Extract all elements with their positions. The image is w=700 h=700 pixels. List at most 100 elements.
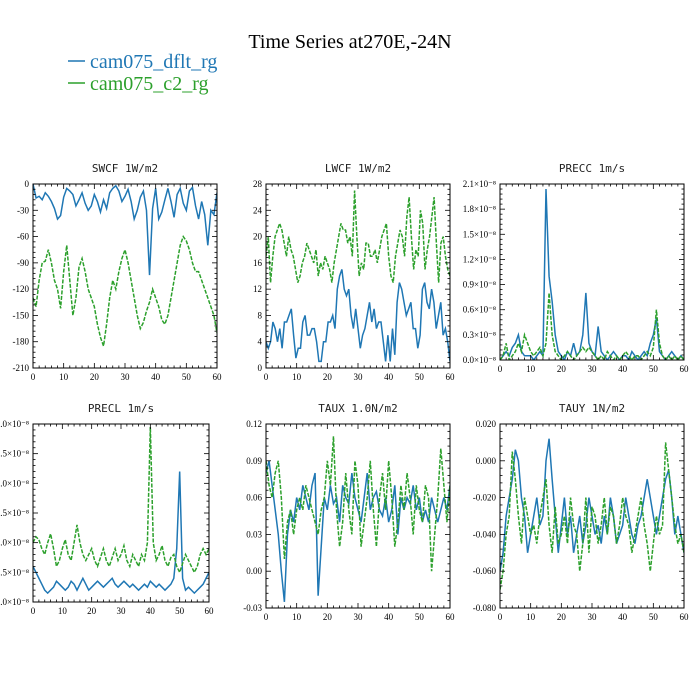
y-tick-label: 0.5×10⁻⁸	[0, 567, 29, 577]
y-tick-label: 1.8×10⁻⁸	[463, 204, 496, 214]
panel-title: PRECL 1m/s	[88, 402, 154, 415]
x-tick-label: 30	[354, 372, 364, 382]
x-tick-label: 60	[213, 372, 223, 382]
series-line-0	[33, 184, 217, 276]
y-tick-label: 0.9×10⁻⁸	[463, 280, 496, 290]
y-tick-label: -210	[13, 363, 30, 373]
x-tick-label: 30	[588, 612, 598, 622]
x-tick-label: 60	[446, 612, 456, 622]
x-tick-label: 20	[323, 372, 333, 382]
panel-title: TAUY 1N/m2	[559, 402, 625, 415]
x-tick-label: 0	[264, 612, 269, 622]
series-line-1	[33, 426, 209, 575]
x-tick-label: 60	[680, 364, 690, 374]
series-line-1	[500, 442, 684, 590]
x-tick-label: 50	[415, 372, 425, 382]
series-line-1	[266, 436, 450, 572]
x-tick-label: 20	[87, 606, 97, 616]
x-tick-label: 10	[59, 372, 69, 382]
y-tick-label: 0.0×10⁻⁸	[463, 355, 496, 365]
x-tick-label: 0	[31, 372, 36, 382]
series-line-0	[33, 471, 209, 595]
y-tick-label: -0.020	[473, 493, 497, 503]
y-tick-label: -0.060	[473, 566, 497, 576]
x-tick-label: 10	[58, 606, 68, 616]
figure-title: Time Series at270E,-24N	[248, 31, 451, 53]
y-tick-label: 2.0×10⁻⁸	[0, 478, 29, 488]
legend-label-1: cam075_c2_rg	[90, 73, 209, 95]
series-line-1	[266, 190, 450, 283]
panel-title: TAUX 1.0N/m2	[318, 402, 397, 415]
y-tick-label: 0.06	[246, 493, 262, 503]
y-tick-label: 1.5×10⁻⁸	[0, 508, 29, 518]
y-tick-label: -0.080	[473, 603, 497, 613]
x-tick-label: 10	[526, 612, 536, 622]
series-line-0	[500, 438, 684, 572]
panel-0: SWCF 1W/m2 0 10 20 30 40 50 60 0 -30 -60 -90 -120 -15…	[13, 162, 223, 382]
x-tick-label: 0	[498, 612, 503, 622]
y-tick-label: 0.000	[476, 456, 497, 466]
y-tick-label: 2.5×10⁻⁸	[0, 449, 29, 459]
x-tick-label: 30	[121, 372, 131, 382]
y-tick-label: 28	[253, 179, 263, 189]
y-tick-label: 12	[253, 284, 262, 294]
y-tick-label: 1.2×10⁻⁸	[463, 254, 496, 264]
panel-title: PRECC 1m/s	[559, 162, 625, 175]
x-tick-label: 40	[151, 372, 161, 382]
y-tick-label: -0.040	[473, 529, 497, 539]
y-tick-label: 0.6×10⁻⁸	[463, 305, 496, 315]
x-tick-label: 40	[618, 364, 628, 374]
y-tick-label: -90	[17, 258, 29, 268]
y-tick-label: 0.3×10⁻⁸	[463, 330, 496, 340]
y-tick-label: 0	[25, 179, 30, 189]
x-tick-label: 0	[264, 372, 269, 382]
y-tick-label: 0.00	[246, 566, 262, 576]
panels: SWCF 1W/m20 10 20 30 40 50 600-30-60-90-120-15…	[0, 162, 689, 622]
x-tick-label: 10	[292, 612, 302, 622]
y-tick-label: 3.0×10⁻⁸	[0, 419, 29, 429]
panel-3: PRECL 1m/s 0 10 20 30 40 50 60 0.0×10⁻⁸ 0.5×10⁻⁸ 1…	[0, 402, 214, 616]
legend-label-0: cam075_dflt_rg	[90, 51, 217, 73]
x-tick-label: 0	[498, 364, 503, 374]
y-tick-label: 20	[253, 232, 263, 242]
y-tick-label: 8	[258, 310, 263, 320]
series-line-0	[266, 460, 450, 602]
x-tick-label: 10	[292, 372, 302, 382]
x-tick-label: 50	[649, 364, 659, 374]
x-tick-label: 30	[354, 612, 364, 622]
panel-4: TAUX 1.0N/m2 0 10 20 30 40 50 60 -0.03 0.00 0.03 0.…	[243, 402, 455, 622]
x-tick-label: 10	[526, 364, 536, 374]
panel-title: LWCF 1W/m2	[325, 162, 391, 175]
panel-2: PRECC 1m/s 0 10 20 30 40 50 60 0.0×10⁻⁸ 0.3×10⁻⁸ 0…	[463, 162, 689, 374]
y-tick-label: 0.12	[246, 419, 262, 429]
x-tick-label: 20	[323, 612, 333, 622]
y-tick-label: 0.03	[246, 529, 262, 539]
x-tick-label: 40	[384, 372, 394, 382]
y-tick-label: 1.5×10⁻⁸	[463, 229, 496, 239]
x-tick-label: 40	[146, 606, 156, 616]
y-tick-label: 24	[253, 205, 263, 215]
series-line-0	[500, 189, 684, 360]
y-tick-label: 0.0×10⁻⁸	[0, 597, 29, 607]
y-tick-label: -150	[13, 310, 30, 320]
x-tick-label: 60	[680, 612, 690, 622]
y-tick-label: 0	[258, 363, 263, 373]
plot-frame	[499, 183, 685, 361]
x-tick-label: 20	[557, 612, 567, 622]
x-tick-label: 50	[175, 606, 185, 616]
y-tick-label: -30	[17, 205, 29, 215]
y-tick-label: 0.020	[476, 419, 497, 429]
x-tick-label: 50	[182, 372, 192, 382]
y-tick-label: 16	[253, 258, 263, 268]
x-tick-label: 60	[446, 372, 456, 382]
y-tick-label: -120	[13, 284, 30, 294]
x-tick-label: 0	[31, 606, 36, 616]
panel-5: TAUY 1N/m2 0 10 20 30 40 50 60 -0.080 -0.060 -0.04…	[473, 402, 689, 622]
y-tick-label: -0.03	[243, 603, 262, 613]
y-tick-label: -180	[13, 337, 30, 347]
legend: cam075_dflt_rg cam075_c2_rg	[68, 51, 217, 95]
x-tick-label: 20	[557, 364, 567, 374]
x-tick-label: 60	[205, 606, 215, 616]
x-tick-label: 50	[415, 612, 425, 622]
